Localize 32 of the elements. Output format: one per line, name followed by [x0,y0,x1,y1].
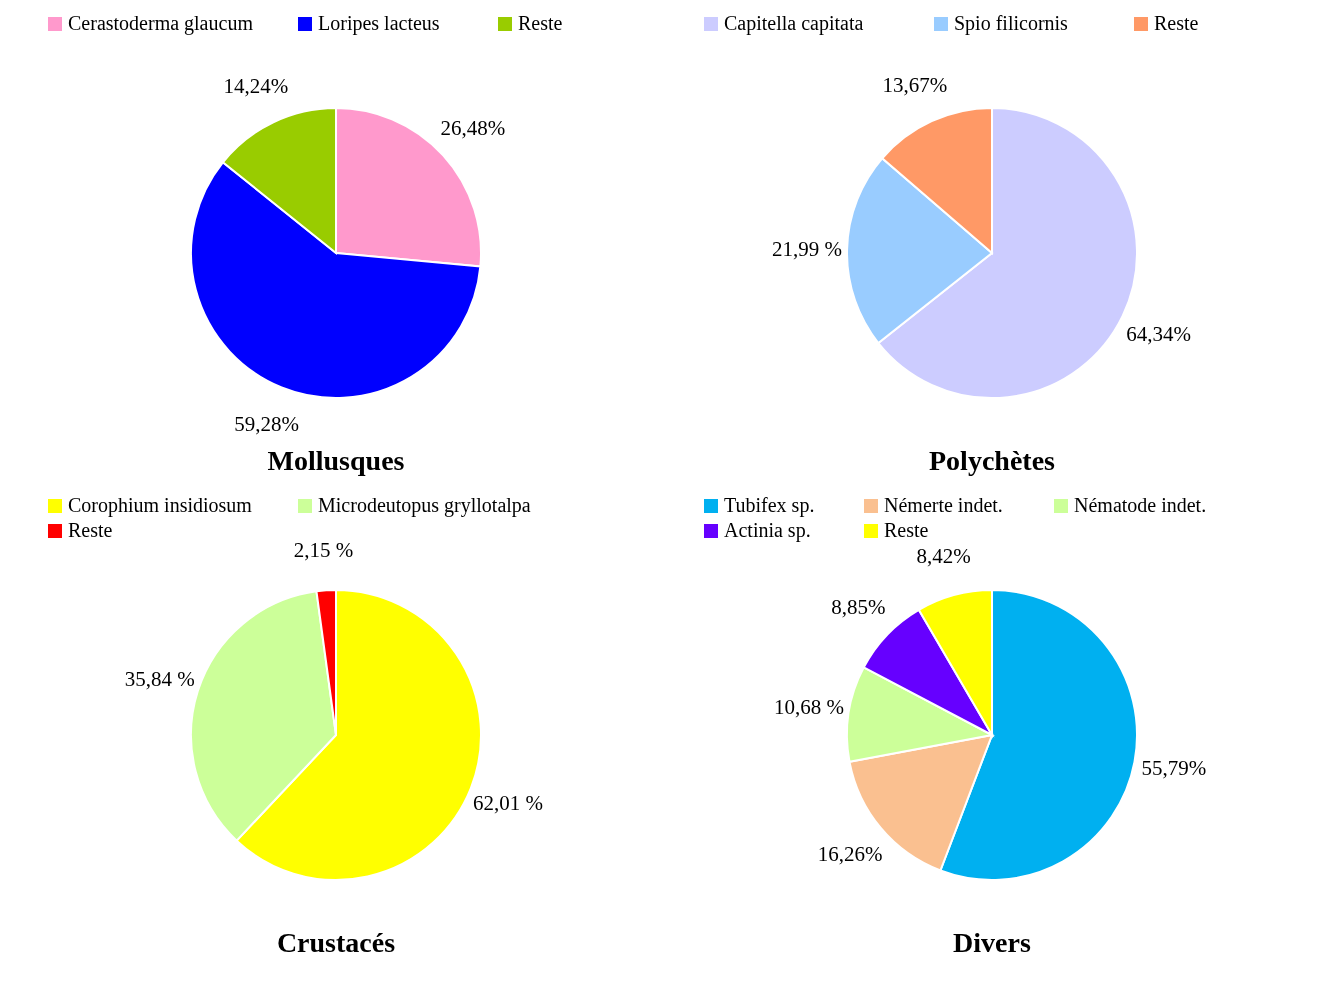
data-label: 14,24% [223,74,289,99]
legend-label: Corophium insidiosum [68,494,253,517]
legend-label: Tubifex sp. [724,494,815,517]
legend-label: Némerte indet. [884,494,1003,516]
legend-label: Reste [884,519,929,541]
data-label: 2,15 % [293,538,354,563]
data-label: 16,26% [817,841,883,866]
data-label: 8,42% [916,544,971,569]
data-label: 10,68 % [774,695,845,720]
data-label: 62,01 % [472,791,543,816]
text: Polychètes [929,445,1056,476]
data-label: 21,99 % [772,237,843,262]
data-label: 35,84 % [124,666,195,691]
data-label: 13,67% [882,72,948,97]
text: Mollusques [267,445,405,476]
legend-label: Loripes lacteus [318,12,440,35]
legend-label: Reste [68,519,113,541]
data-label: 64,34% [1126,321,1191,346]
data-label: 55,79% [1141,756,1207,781]
text: Crustacés [276,927,396,958]
legend-label: Reste [1154,12,1199,34]
legend-label: Capitella capitata [724,12,864,35]
legend-label: Reste [518,12,563,34]
legend-label: Microdeutopus gryllotalpa [318,494,531,517]
text: Divers [953,927,1031,958]
data-label: 59,28% [234,412,299,437]
legend-label: Spio filicornis [954,12,1069,35]
data-label: 26,48% [440,116,506,141]
data-label: 8,85% [831,595,886,620]
legend-label: Nématode indet. [1074,494,1207,516]
legend-label: Actinia sp. [724,519,811,542]
legend-label: Cerastoderma glaucum [68,12,254,35]
